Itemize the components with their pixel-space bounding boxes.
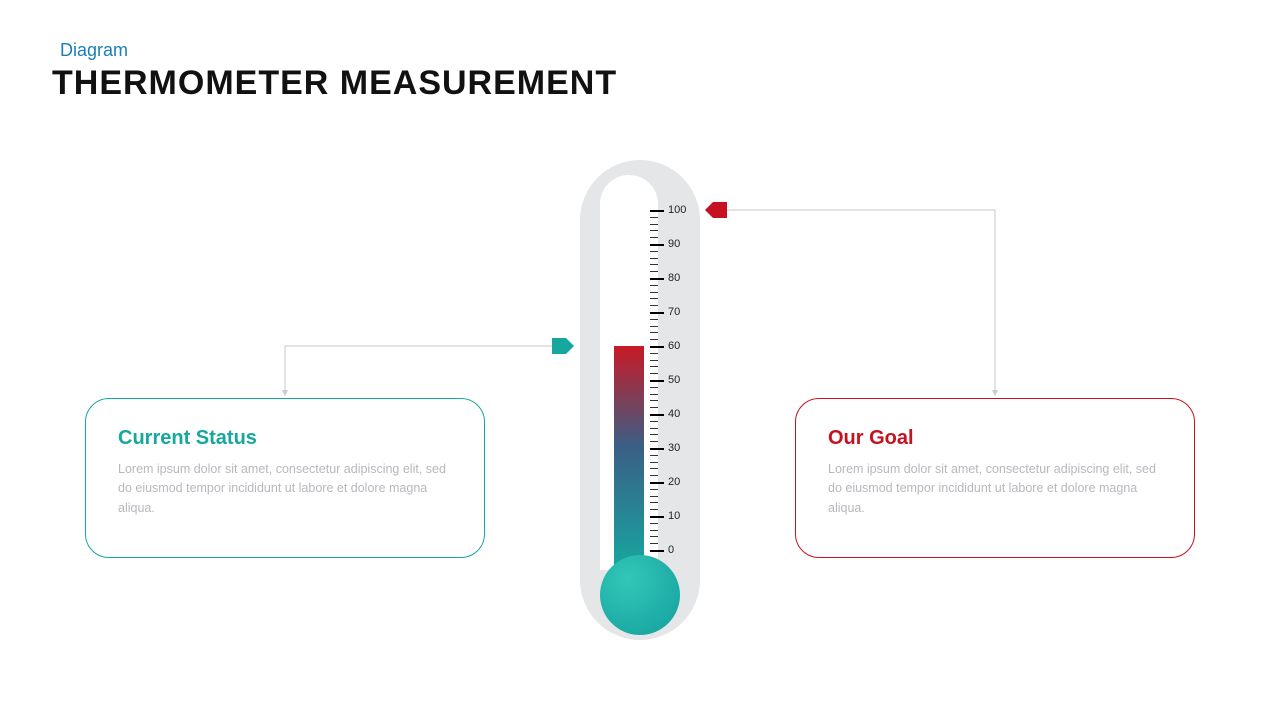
tick-minor — [650, 339, 658, 340]
tick-minor — [650, 407, 658, 408]
tick-minor — [650, 475, 658, 476]
tick-minor — [650, 353, 658, 354]
tick-minor — [650, 530, 658, 531]
tick-major — [650, 448, 664, 450]
tick-minor — [650, 285, 658, 286]
thermometer-scale: 0102030405060708090100 — [650, 210, 710, 550]
tick-minor — [650, 434, 658, 435]
tick-minor — [650, 496, 658, 497]
tick-minor — [650, 509, 658, 510]
tick-minor — [650, 224, 658, 225]
tick-minor — [650, 326, 658, 327]
tick-minor — [650, 332, 658, 333]
tick-minor — [650, 400, 658, 401]
eyebrow-label: Diagram — [60, 40, 128, 61]
thermometer-bulb — [600, 555, 680, 635]
our-goal-body: Lorem ipsum dolor sit amet, consectetur … — [828, 460, 1162, 518]
tick-minor — [650, 251, 658, 252]
our-goal-callout: Our Goal Lorem ipsum dolor sit amet, con… — [795, 398, 1195, 558]
tick-minor — [650, 360, 658, 361]
tick-label: 60 — [668, 340, 680, 352]
tick-minor — [650, 292, 658, 293]
tick-major — [650, 244, 664, 246]
tick-label: 100 — [668, 204, 686, 216]
tick-minor — [650, 502, 658, 503]
tick-minor — [650, 258, 658, 259]
tick-minor — [650, 387, 658, 388]
current-status-body: Lorem ipsum dolor sit amet, consectetur … — [118, 460, 452, 518]
tick-minor — [650, 366, 658, 367]
current-status-title: Current Status — [118, 427, 452, 450]
tick-label: 30 — [668, 442, 680, 454]
tick-label: 80 — [668, 272, 680, 284]
tick-label: 0 — [668, 544, 674, 556]
tick-minor — [650, 271, 658, 272]
current-status-callout: Current Status Lorem ipsum dolor sit ame… — [85, 398, 485, 558]
tick-minor — [650, 489, 658, 490]
thermometer-fill — [614, 346, 644, 570]
goal-marker-arrow — [705, 202, 727, 223]
tick-minor — [650, 394, 658, 395]
tick-minor — [650, 536, 658, 537]
tick-major — [650, 210, 664, 212]
tick-minor — [650, 428, 658, 429]
tick-minor — [650, 523, 658, 524]
tick-label: 50 — [668, 374, 680, 386]
tick-major — [650, 346, 664, 348]
tick-major — [650, 380, 664, 382]
tick-label: 10 — [668, 510, 680, 522]
tick-minor — [650, 373, 658, 374]
tick-major — [650, 550, 664, 552]
tick-label: 20 — [668, 476, 680, 488]
tick-major — [650, 414, 664, 416]
tick-major — [650, 312, 664, 314]
tick-minor — [650, 217, 658, 218]
tick-major — [650, 278, 664, 280]
current-marker-arrow — [552, 338, 574, 359]
tick-label: 70 — [668, 306, 680, 318]
tick-label: 90 — [668, 238, 680, 250]
tick-label: 40 — [668, 408, 680, 420]
tick-minor — [650, 305, 658, 306]
tick-major — [650, 482, 664, 484]
tick-minor — [650, 319, 658, 320]
tick-minor — [650, 264, 658, 265]
tick-minor — [650, 462, 658, 463]
our-goal-title: Our Goal — [828, 427, 1162, 450]
tick-minor — [650, 455, 658, 456]
tick-minor — [650, 441, 658, 442]
tick-minor — [650, 230, 658, 231]
page-title: THERMOMETER MEASUREMENT — [52, 64, 617, 103]
tick-minor — [650, 421, 658, 422]
tick-major — [650, 516, 664, 518]
tick-minor — [650, 543, 658, 544]
tick-minor — [650, 468, 658, 469]
tick-minor — [650, 237, 658, 238]
tick-minor — [650, 298, 658, 299]
